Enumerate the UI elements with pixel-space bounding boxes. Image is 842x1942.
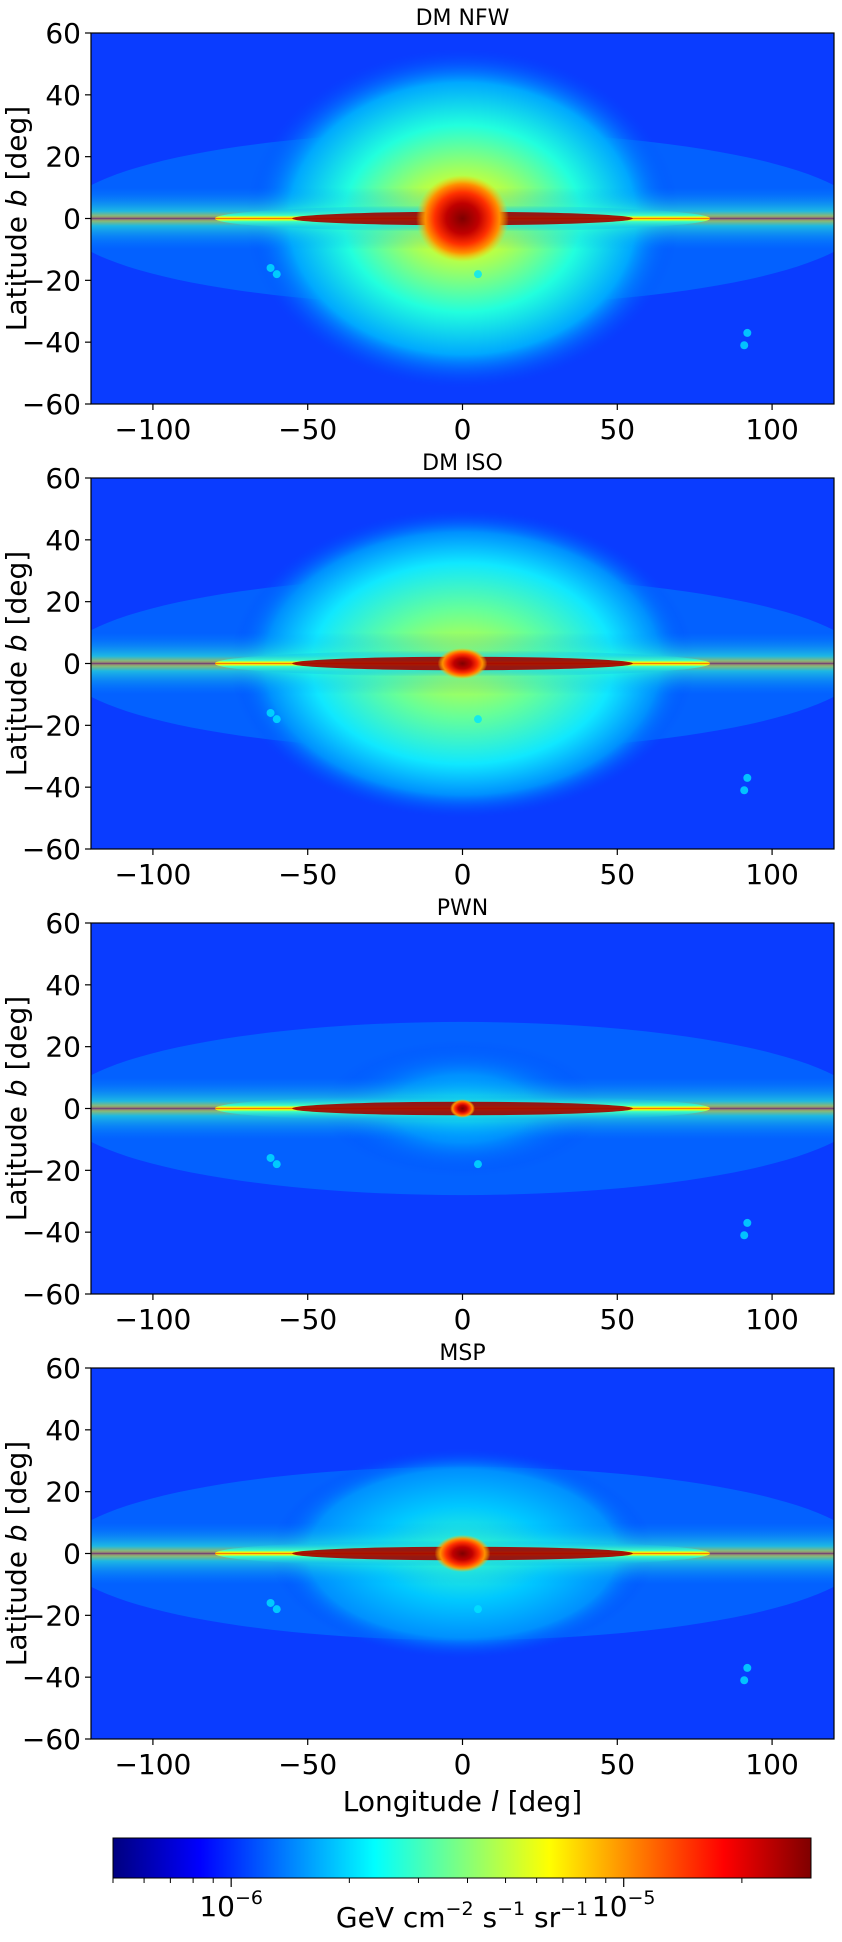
panel-0: DM NFW −100 −50 0 50 100 60 40 20 0 −20 −40 −60 Latit… bbox=[0, 6, 835, 446]
panel-title: PWN bbox=[437, 896, 488, 921]
x-tick-label: −100 bbox=[114, 1748, 191, 1781]
x-tick-label: 0 bbox=[454, 858, 472, 891]
y-tick-label: 40 bbox=[45, 969, 81, 1002]
panel-title: MSP bbox=[439, 1341, 485, 1366]
y-tick-label: −20 bbox=[22, 709, 81, 742]
x-tick-label: −50 bbox=[278, 413, 337, 446]
y-tick-label: −20 bbox=[22, 264, 81, 297]
colorbar-label: GeV cm−2 s−1 sr−1 bbox=[336, 1898, 588, 1934]
y-tick-label: 60 bbox=[45, 1352, 81, 1385]
x-tick-label: 50 bbox=[599, 413, 635, 446]
panel-title: DM ISO bbox=[422, 451, 503, 476]
y-tick-label: 60 bbox=[45, 462, 81, 495]
panel-1: DM ISO −100 −50 0 50 100 60 40 20 0 −20 −40 −60 Latit… bbox=[0, 451, 835, 891]
y-tick-label: 0 bbox=[63, 648, 81, 681]
x-tick-label: −50 bbox=[278, 1303, 337, 1336]
x-tick-label: 100 bbox=[745, 413, 798, 446]
x-tick-label: −50 bbox=[278, 1748, 337, 1781]
y-tick-label: −40 bbox=[22, 326, 81, 359]
y-tick-label: −40 bbox=[22, 1661, 81, 1694]
y-tick-label: 20 bbox=[45, 1476, 81, 1509]
y-tick-label: −20 bbox=[22, 1154, 81, 1187]
y-tick-label: 40 bbox=[45, 524, 81, 557]
x-tick-label: 50 bbox=[599, 1303, 635, 1336]
y-tick-label: 20 bbox=[45, 1031, 81, 1064]
y-tick-label: 60 bbox=[45, 907, 81, 940]
colorbar: 10−6 10−5 GeV cm−2 s−1 sr−1 bbox=[112, 1837, 812, 1934]
y-tick-label: 60 bbox=[45, 17, 81, 50]
x-tick-label: 100 bbox=[745, 858, 798, 891]
heatmap-image bbox=[91, 1368, 834, 1739]
y-tick-label: 40 bbox=[45, 1414, 81, 1447]
y-axis-label: Latitude b [deg] bbox=[0, 1441, 33, 1666]
panel-3: MSP −100 −50 0 50 100 60 40 20 0 −20 −40 −60 Latitude… bbox=[0, 1341, 835, 1818]
x-tick-label: 100 bbox=[745, 1303, 798, 1336]
colorbar-tick-label: 10−5 bbox=[592, 1887, 656, 1923]
x-tick-label: 50 bbox=[599, 1748, 635, 1781]
x-tick-label: −100 bbox=[114, 858, 191, 891]
y-tick-label: 20 bbox=[45, 141, 81, 174]
panel-title: DM NFW bbox=[416, 6, 510, 31]
y-tick-label: −60 bbox=[22, 1278, 81, 1311]
x-tick-label: 0 bbox=[454, 1303, 472, 1336]
y-tick-label: −40 bbox=[22, 771, 81, 804]
y-tick-label: 0 bbox=[63, 1093, 81, 1126]
y-tick-label: −60 bbox=[22, 1723, 81, 1756]
y-tick-label: −40 bbox=[22, 1216, 81, 1249]
y-tick-label: 0 bbox=[63, 203, 81, 236]
x-tick-label: 0 bbox=[454, 413, 472, 446]
y-tick-label: −20 bbox=[22, 1599, 81, 1632]
y-tick-label: 20 bbox=[45, 586, 81, 619]
x-axis-label: Longitude l [deg] bbox=[343, 1785, 582, 1818]
y-axis-label: Latitude b [deg] bbox=[0, 551, 33, 776]
heatmap-image bbox=[91, 478, 834, 849]
panel-2: PWN −100 −50 0 50 100 60 40 20 0 −20 −40 −60 Latitude… bbox=[0, 896, 835, 1336]
x-tick-label: 50 bbox=[599, 858, 635, 891]
heatmap-image bbox=[91, 33, 834, 404]
colorbar-gradient bbox=[112, 1837, 812, 1879]
y-tick-label: −60 bbox=[22, 388, 81, 421]
x-tick-label: −100 bbox=[114, 413, 191, 446]
x-tick-label: 100 bbox=[745, 1748, 798, 1781]
y-tick-label: 0 bbox=[63, 1538, 81, 1571]
x-tick-label: −50 bbox=[278, 858, 337, 891]
y-tick-label: −60 bbox=[22, 833, 81, 866]
y-axis-label: Latitude b [deg] bbox=[0, 106, 33, 331]
x-tick-label: −100 bbox=[114, 1303, 191, 1336]
heatmap-image bbox=[91, 923, 834, 1294]
colorbar-tick-label: 10−6 bbox=[199, 1887, 263, 1923]
y-tick-label: 40 bbox=[45, 79, 81, 112]
x-tick-label: 0 bbox=[454, 1748, 472, 1781]
y-axis-label: Latitude b [deg] bbox=[0, 996, 33, 1221]
